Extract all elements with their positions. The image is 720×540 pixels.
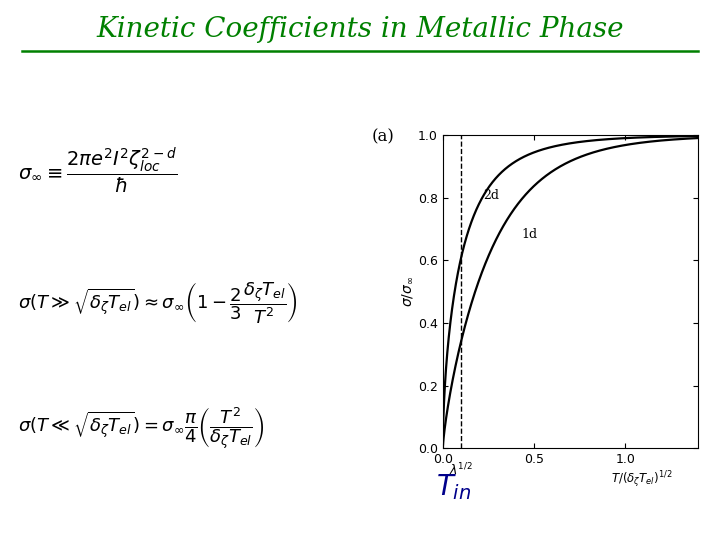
- Text: $\sigma_{\infty} \equiv \dfrac{2\pi e^2 I^2 \zeta_{loc}^{2-d}}{\hbar}$: $\sigma_{\infty} \equiv \dfrac{2\pi e^2 …: [18, 145, 177, 195]
- Text: 2d: 2d: [483, 189, 499, 202]
- Text: $\lambda^{1/2}$: $\lambda^{1/2}$: [449, 462, 473, 478]
- Text: $\sigma(T \gg \sqrt{\delta_{\zeta} T_{el}}) \approx \sigma_{\infty} \left(1 - \d: $\sigma(T \gg \sqrt{\delta_{\zeta} T_{el…: [18, 280, 297, 325]
- Text: 1d: 1d: [521, 228, 537, 241]
- Y-axis label: $\sigma/\sigma_\infty$: $\sigma/\sigma_\infty$: [400, 276, 415, 307]
- Text: Kinetic Coefficients in Metallic Phase: Kinetic Coefficients in Metallic Phase: [96, 16, 624, 43]
- Text: $T_{in}$: $T_{in}$: [436, 472, 471, 502]
- Text: $T/(\delta_{\zeta} T_{el})^{1/2}$: $T/(\delta_{\zeta} T_{el})^{1/2}$: [611, 470, 673, 490]
- Text: $\sigma(T \ll \sqrt{\delta_{\zeta} T_{el}}) = \sigma_{\infty}\dfrac{\pi}{4}\left: $\sigma(T \ll \sqrt{\delta_{\zeta} T_{el…: [18, 406, 264, 451]
- Text: (a): (a): [372, 129, 394, 146]
